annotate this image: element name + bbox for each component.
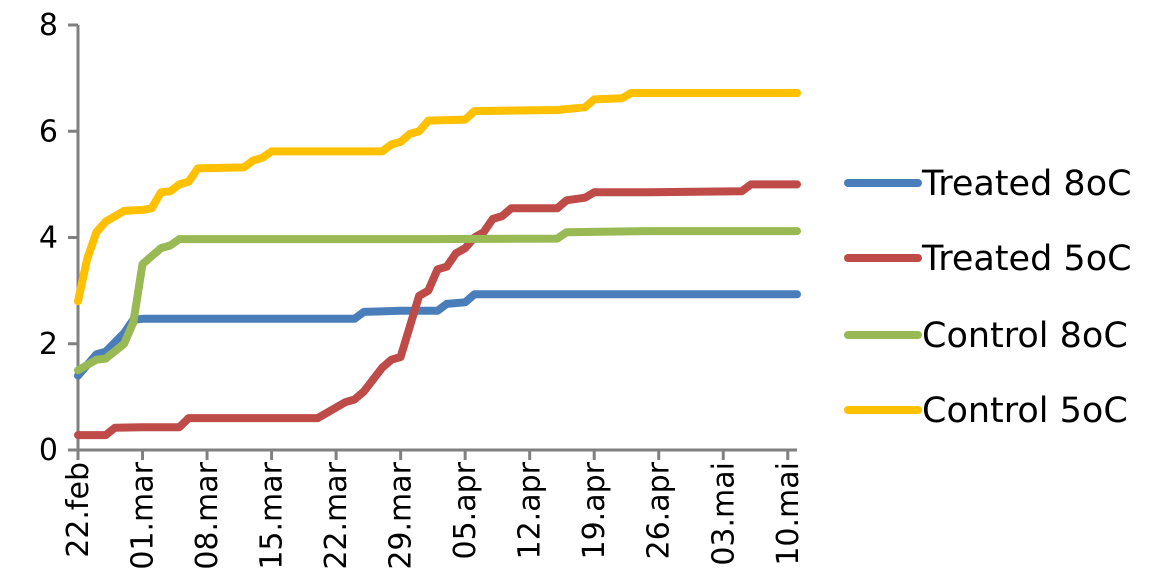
x-tick-label: 22.mar (319, 461, 354, 569)
y-tick-label: 6 (39, 114, 58, 149)
y-tick-label: 4 (39, 221, 58, 256)
y-tick-label: 8 (39, 8, 58, 43)
series-line-treated-8oc (74, 290, 801, 380)
series-lines (74, 89, 801, 440)
series-line-control-8oc (74, 227, 801, 375)
legend: Treated 8oC Treated 5oC Control 8oC Control… (844, 164, 1132, 431)
legend-label: Treated 5oC (921, 239, 1132, 279)
x-tick-label: 15.mar (255, 461, 290, 569)
x-tick-label: 19.apr (577, 461, 612, 559)
series-line-control-5oc (74, 89, 801, 306)
x-tick-label: 29.mar (384, 461, 419, 569)
axes: 0 2 4 6 8 22.feb 01.mar 08.mar 15.mar 22.mar 29.ma… (39, 8, 806, 570)
x-tick-label: 26.apr (642, 461, 677, 559)
y-tick-label: 0 (39, 433, 58, 468)
x-tick-label: 22.feb (61, 462, 96, 558)
x-tick-label: 01.mar (126, 461, 161, 569)
x-tick-label: 12.apr (513, 461, 548, 559)
x-tick-label: 03.mai (706, 462, 741, 566)
series-line-treated-5oc (74, 180, 801, 440)
x-tick-label: 10.mai (771, 462, 806, 566)
y-tick-label: 2 (39, 327, 58, 362)
legend-label: Control 5oC (922, 391, 1128, 431)
x-tick-label: 05.apr (448, 461, 483, 559)
legend-label: Treated 8oC (921, 164, 1132, 204)
legend-label: Control 8oC (922, 316, 1128, 356)
x-tick-label: 08.mar (190, 461, 225, 569)
